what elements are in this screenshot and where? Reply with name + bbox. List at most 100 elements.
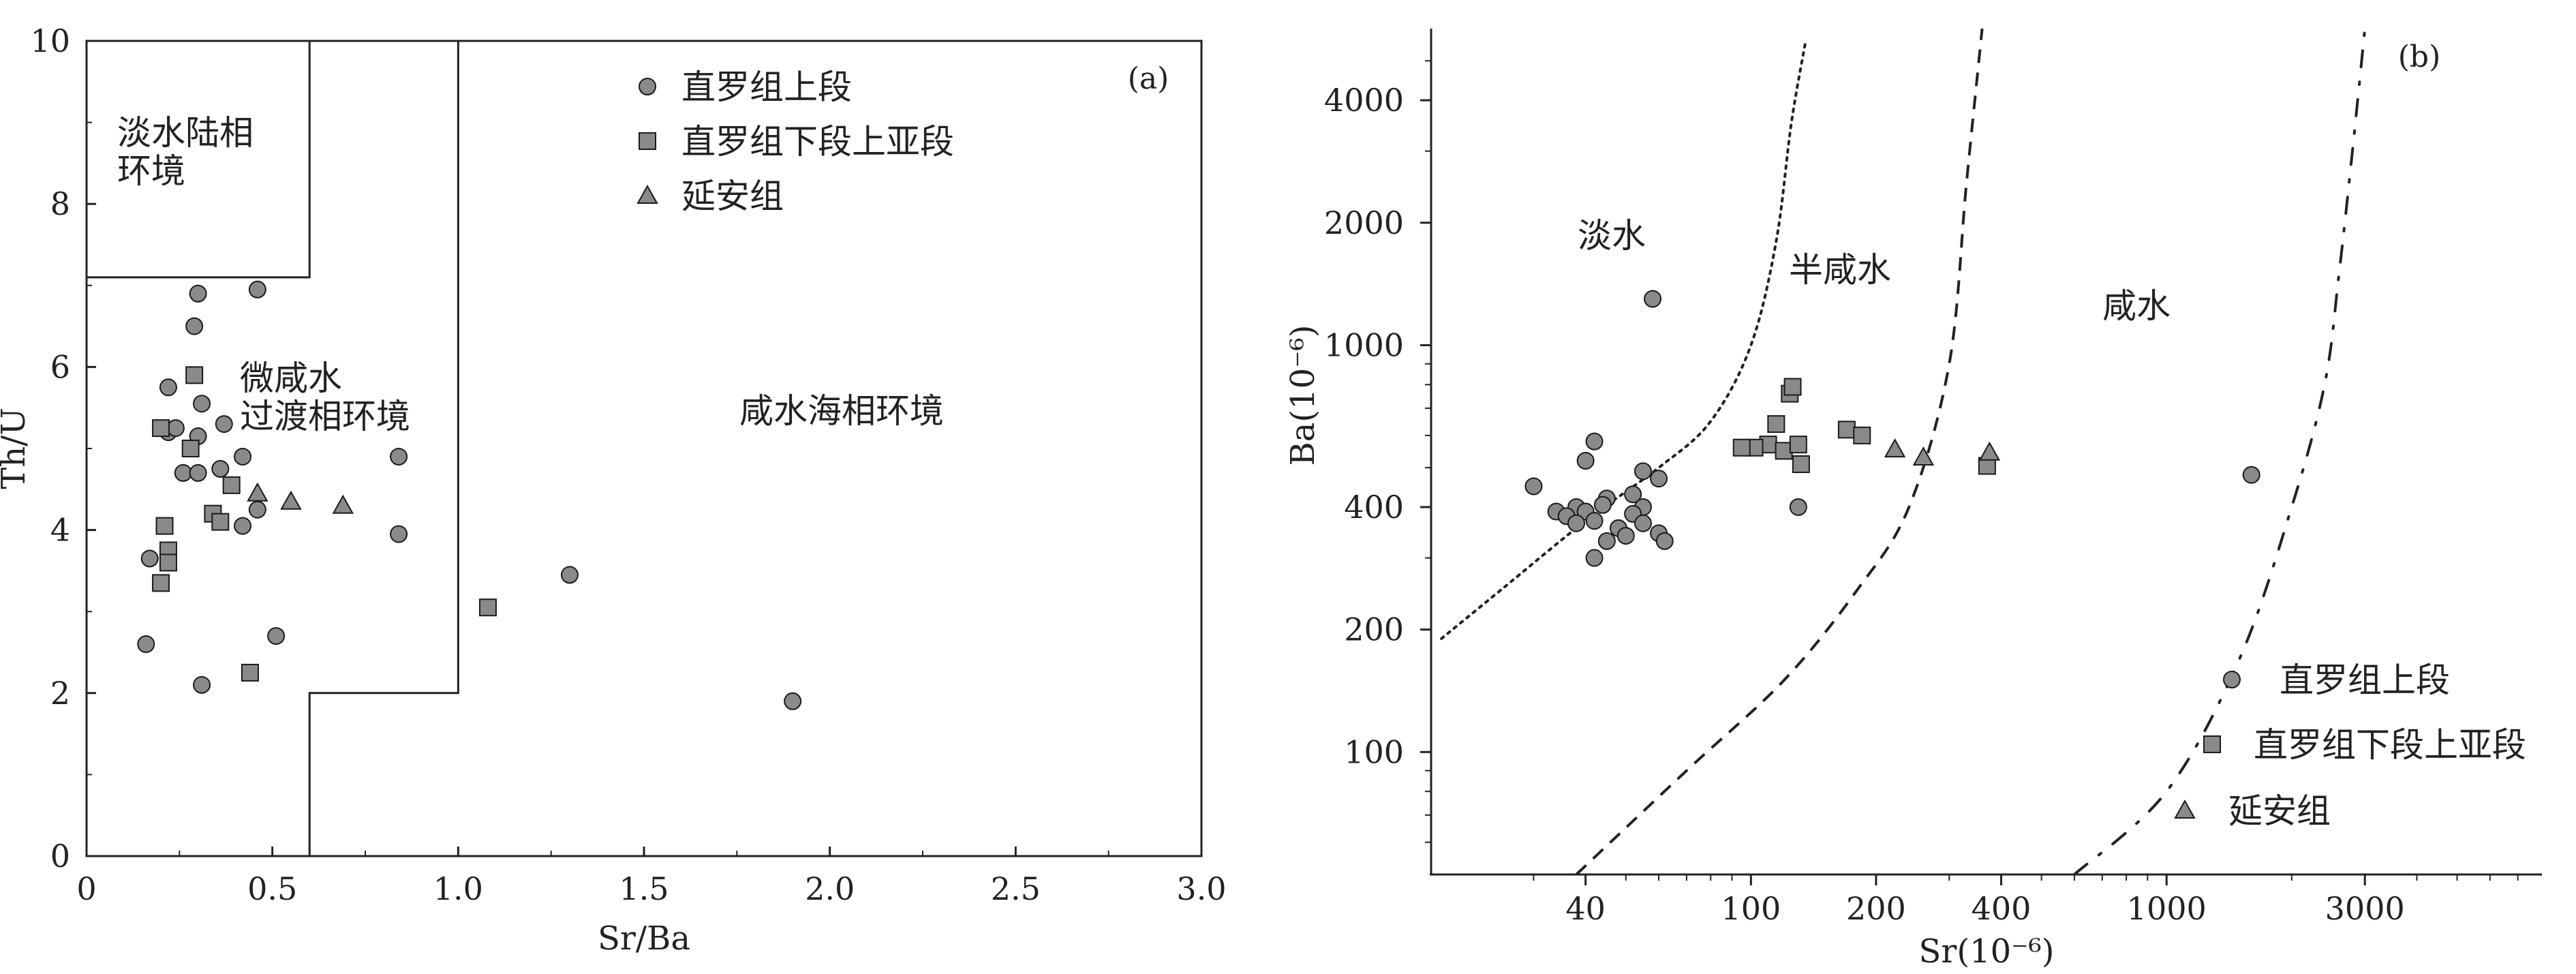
y-tick-label: 0 [50,838,70,874]
region-label-saline: 咸水海相环境 [739,391,944,431]
data-point-square [241,663,259,682]
data-point-circle [137,635,155,654]
freshwater-boundary [87,40,311,279]
x-tick-label: 0.5 [247,870,297,907]
panel-a: 0 0.5 1.0 1.5 2.0 2.5 3.0 0 2 4 6 8 10 淡水陆相环境微咸水过渡相环… [0,22,1227,958]
x-tick-label: 2.5 [991,870,1041,907]
x-axis-label: Sr(10⁻⁶) [1919,932,2055,971]
y-tick-label: 400 [1344,489,1404,526]
x-tick-label: 3000 [2325,890,2405,927]
data-point-square [478,598,497,617]
y-tick-label: 4 [50,512,70,549]
brackish-boundary [308,41,459,856]
data-point-square [159,553,177,572]
x-tick-label: 1.0 [433,870,483,907]
y-tick-label: 6 [50,348,70,385]
data-point-square [1783,378,1802,396]
data-point-circle [248,280,266,299]
data-point-square [155,517,174,535]
legend-label: 直罗组下段上亚段 [2254,725,2526,765]
panel-label: (a) [1128,61,1169,96]
data-point-circle [267,627,286,645]
data-point-circle [1524,477,1543,496]
data-point-circle [211,459,230,478]
data-point-circle [1576,451,1595,470]
data-point-triangle [280,490,302,510]
data-point-circle [1593,496,1612,514]
legend-marker-square [2203,735,2221,753]
x-tick-label: 2.0 [805,870,855,907]
data-point-circle [1789,498,1807,516]
legend-label: 延安组 [681,177,784,216]
data-point-triangle [247,482,269,502]
x-axis-label: Sr/Ba [598,919,690,958]
x-tick-label: 200 [1846,890,1906,927]
data-point-square [1732,438,1751,457]
legend-marker-circle [2223,671,2241,688]
y-tick-label: 1000 [1324,326,1404,363]
data-point-square [152,574,170,592]
data-point-circle [390,525,408,543]
y-tick-label: 100 [1344,733,1404,770]
data-point-circle [215,415,233,433]
x-tick-label: 3.0 [1176,870,1226,907]
data-point-square [1853,426,1871,444]
data-points [137,280,802,710]
data-point-square [1789,436,1807,454]
x-tick-label: 100 [1721,890,1781,927]
data-point-triangle [332,494,354,514]
region-label-fresh: 淡水 [1578,216,1646,256]
data-point-circle [1650,470,1668,488]
y-tick-label: 2000 [1324,204,1404,241]
data-point-circle [390,447,408,466]
panel-label: (b) [2398,40,2441,74]
fresh-boundary-curve [1440,42,1807,640]
data-point-circle [248,500,266,519]
data-point-square [1775,442,1793,460]
data-point-square [152,419,170,438]
legend-label: 直罗组上段 [2280,660,2450,700]
data-point-circle [193,675,211,694]
data-point-circle [1585,432,1604,451]
data-point-circle [560,566,579,584]
data-point-triangle [1884,438,1906,458]
data-point-circle [1624,485,1642,504]
y-tick-label: 8 [50,185,70,222]
data-point-circle [159,378,177,397]
region-label-brackish: 微咸水 [240,359,342,398]
panel-b: 40 100 200 400 1000 3000 100 200 400 1000 2000 4000… [1284,27,2542,971]
axis-ticks: 40 100 200 400 1000 3000 100 200 400 1000 2000 4000 [1324,60,2519,927]
region-label-freshwater: 环境 [117,151,185,191]
data-point-circle [234,517,252,535]
y-axis-label: Ba(10⁻⁶) [1284,325,1322,466]
y-tick-label: 4000 [1324,82,1404,119]
legend-marker-triangle [637,184,658,204]
data-point-square [1767,415,1785,433]
data-point-circle [174,463,192,482]
data-point-triangle [1912,446,1935,466]
data-point-circle [193,395,211,413]
region-label-freshwater: 淡水陆相 [117,113,254,153]
y-tick-label: 2 [50,675,70,712]
data-point-circle [784,692,802,710]
region-label-semi-saline: 半咸水 [1789,250,1891,290]
data-point-triangle [1978,441,2001,461]
data-point-circle [1597,532,1616,550]
legend-label: 延安组 [2228,791,2331,831]
data-point-circle [1585,512,1604,530]
data-point-circle [189,284,207,303]
y-tick-label: 10 [30,22,70,59]
y-axis-label: Th/U [0,408,33,489]
region-boundaries [87,40,459,856]
legend-label: 直罗组上段 [681,67,852,107]
legend-marker-triangle [2174,799,2196,819]
data-point-square [181,440,200,457]
data-point-square [211,513,230,531]
x-tick-label: 40 [1565,890,1606,927]
region-label-brackish: 过渡相环境 [240,397,410,436]
y-tick-label: 200 [1344,611,1404,648]
data-points [1524,290,2260,567]
